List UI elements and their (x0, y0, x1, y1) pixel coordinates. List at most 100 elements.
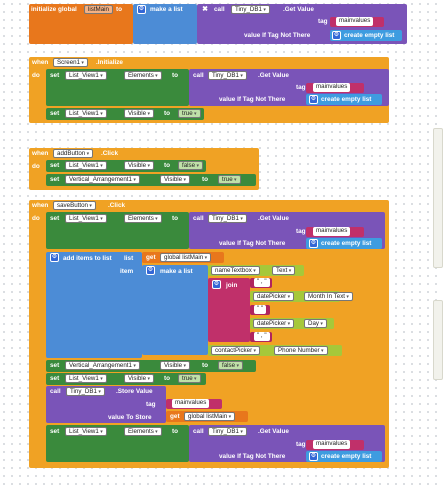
datepicker-month-block[interactable] (250, 291, 340, 302)
tinydb-component-dropdown[interactable]: Tiny_DB1 (208, 71, 247, 80)
initialize-global-block[interactable] (29, 4, 133, 44)
global-var-name-field[interactable]: listMain (84, 5, 113, 14)
savebutton-component-dropdown[interactable]: saveButton (53, 201, 96, 210)
visible-property-dropdown[interactable]: Visible (124, 374, 155, 383)
to-label: to (172, 428, 179, 435)
true-value-dropdown[interactable]: true (218, 175, 241, 184)
month-in-text-dropdown[interactable]: Month In Text (304, 292, 353, 301)
true-value-dropdown[interactable]: true (178, 109, 201, 118)
create-empty-list-block[interactable] (306, 238, 382, 249)
create-empty-list-label: create empty list (321, 96, 372, 103)
list-label: list (124, 255, 134, 262)
do-label: do (32, 163, 40, 170)
tinydb-component-dropdown[interactable]: Tiny_DB1 (208, 427, 247, 436)
tag-string-value[interactable]: mainvalues (336, 17, 374, 26)
initialize-label: .Initialize (96, 59, 123, 66)
tag-label: tag (146, 401, 156, 408)
init-to-label: to (116, 6, 123, 13)
datepicker-dropdown[interactable]: datePicker (253, 319, 295, 328)
add-items-to-list-block[interactable] (46, 252, 142, 358)
to-label: to (202, 362, 209, 369)
call-label: call (193, 428, 204, 435)
store-value-label: .Store Value (116, 388, 153, 395)
do-label: do (32, 72, 40, 79)
tag-string-value[interactable]: mainvalues (313, 83, 351, 92)
make-list-label: make a list (150, 6, 183, 13)
gear-icon[interactable]: ⚙ (212, 280, 221, 289)
call-label: call (214, 6, 225, 13)
name-textbox-dropdown[interactable]: nameTextbox (211, 266, 260, 275)
global-listmain-dropdown[interactable]: global listMain (160, 253, 212, 262)
addbutton-component-dropdown[interactable]: addButton (53, 149, 94, 158)
tag-string-value[interactable]: mainvalues (172, 399, 210, 408)
false-value-dropdown[interactable]: false (178, 161, 203, 170)
listview-component-dropdown[interactable]: List_View1 (65, 214, 107, 223)
vertical-arrangement-dropdown[interactable]: Vertical_Arrangement1 (65, 175, 140, 184)
item-label: item (120, 268, 134, 275)
text-property-dropdown[interactable]: Text (272, 266, 296, 275)
comma-string-value-2[interactable]: " , " (254, 332, 270, 341)
get-label: get (170, 413, 180, 420)
tag-string-value[interactable]: mainvalues (313, 440, 351, 449)
set-label: set (50, 215, 60, 222)
x-icon[interactable]: ✖ (202, 6, 208, 13)
empty-string-value[interactable]: " " (254, 305, 267, 314)
visible-property-dropdown[interactable]: Visible (124, 109, 155, 118)
to-label: to (172, 72, 179, 79)
gear-icon[interactable]: ⚙ (50, 253, 59, 262)
visible-property-dropdown[interactable]: Visible (160, 361, 191, 370)
elements-property-dropdown[interactable]: Elements (124, 71, 162, 80)
set-label: set (50, 362, 60, 369)
value-if-not-there-label: value If Tag Not There (219, 96, 286, 103)
to-label: to (164, 375, 171, 382)
get-value-label: .Get Value (258, 72, 289, 79)
to-label: to (164, 110, 171, 117)
tinydb-component-dropdown[interactable]: Tiny_DB1 (231, 5, 270, 14)
gear-icon[interactable]: ⚙ (309, 95, 318, 104)
create-empty-list-block[interactable] (330, 30, 402, 41)
when-label: when (32, 59, 49, 66)
create-empty-list-block[interactable] (306, 451, 382, 462)
visible-property-dropdown[interactable]: Visible (160, 175, 191, 184)
call-label: call (50, 388, 61, 395)
tag-string-value[interactable]: mainvalues (313, 227, 351, 236)
create-empty-list-label: create empty list (321, 240, 372, 247)
gear-icon[interactable]: ⚙ (309, 239, 318, 248)
gear-icon[interactable]: ⚙ (137, 5, 146, 14)
phone-number-dropdown[interactable]: Phone Number (274, 346, 328, 355)
gear-icon[interactable]: ⚙ (146, 266, 155, 275)
set-label: set (50, 72, 60, 79)
global-listmain-dropdown[interactable]: global listMain (184, 412, 236, 421)
tinydb-component-dropdown[interactable]: Tiny_DB1 (208, 214, 247, 223)
gear-icon[interactable]: ⚙ (332, 31, 341, 40)
screen1-component-dropdown[interactable]: Screen1 (53, 58, 88, 67)
elements-property-dropdown[interactable]: Elements (124, 214, 162, 223)
create-empty-list-block[interactable] (306, 94, 382, 105)
get-value-label: .Get Value (258, 428, 289, 435)
true-value-dropdown[interactable]: true (178, 374, 201, 383)
visible-property-dropdown[interactable]: Visible (124, 161, 155, 170)
contactpicker-dropdown[interactable]: contactPicker (211, 346, 261, 355)
vertical-arrangement-dropdown[interactable]: Vertical_Arrangement1 (65, 361, 140, 370)
click-label: .Click (101, 150, 119, 157)
get-label: get (146, 254, 156, 261)
elements-property-dropdown[interactable]: Elements (124, 427, 162, 436)
gear-icon[interactable]: ⚙ (309, 452, 318, 461)
call-label: call (193, 72, 204, 79)
make-a-list-block[interactable] (142, 265, 208, 355)
listview-component-dropdown[interactable]: List_View1 (65, 374, 107, 383)
do-label: do (32, 215, 40, 222)
to-label: to (164, 162, 171, 169)
comma-string-value-1[interactable]: " , " (254, 278, 270, 287)
datepicker-dropdown[interactable]: datePicker (253, 292, 295, 301)
listview-component-dropdown[interactable]: List_View1 (65, 427, 107, 436)
listview-component-dropdown[interactable]: List_View1 (65, 71, 107, 80)
false-value-dropdown[interactable]: false (218, 361, 243, 370)
day-dropdown[interactable]: Day (304, 319, 327, 328)
tinydb-component-dropdown[interactable]: Tiny_DB1 (66, 387, 105, 396)
set-label: set (50, 162, 60, 169)
side-panel-2 (433, 300, 443, 380)
listview-component-dropdown[interactable]: List_View1 (65, 109, 107, 118)
value-to-store-label: value To Store (108, 414, 152, 421)
listview-component-dropdown[interactable]: List_View1 (65, 161, 107, 170)
